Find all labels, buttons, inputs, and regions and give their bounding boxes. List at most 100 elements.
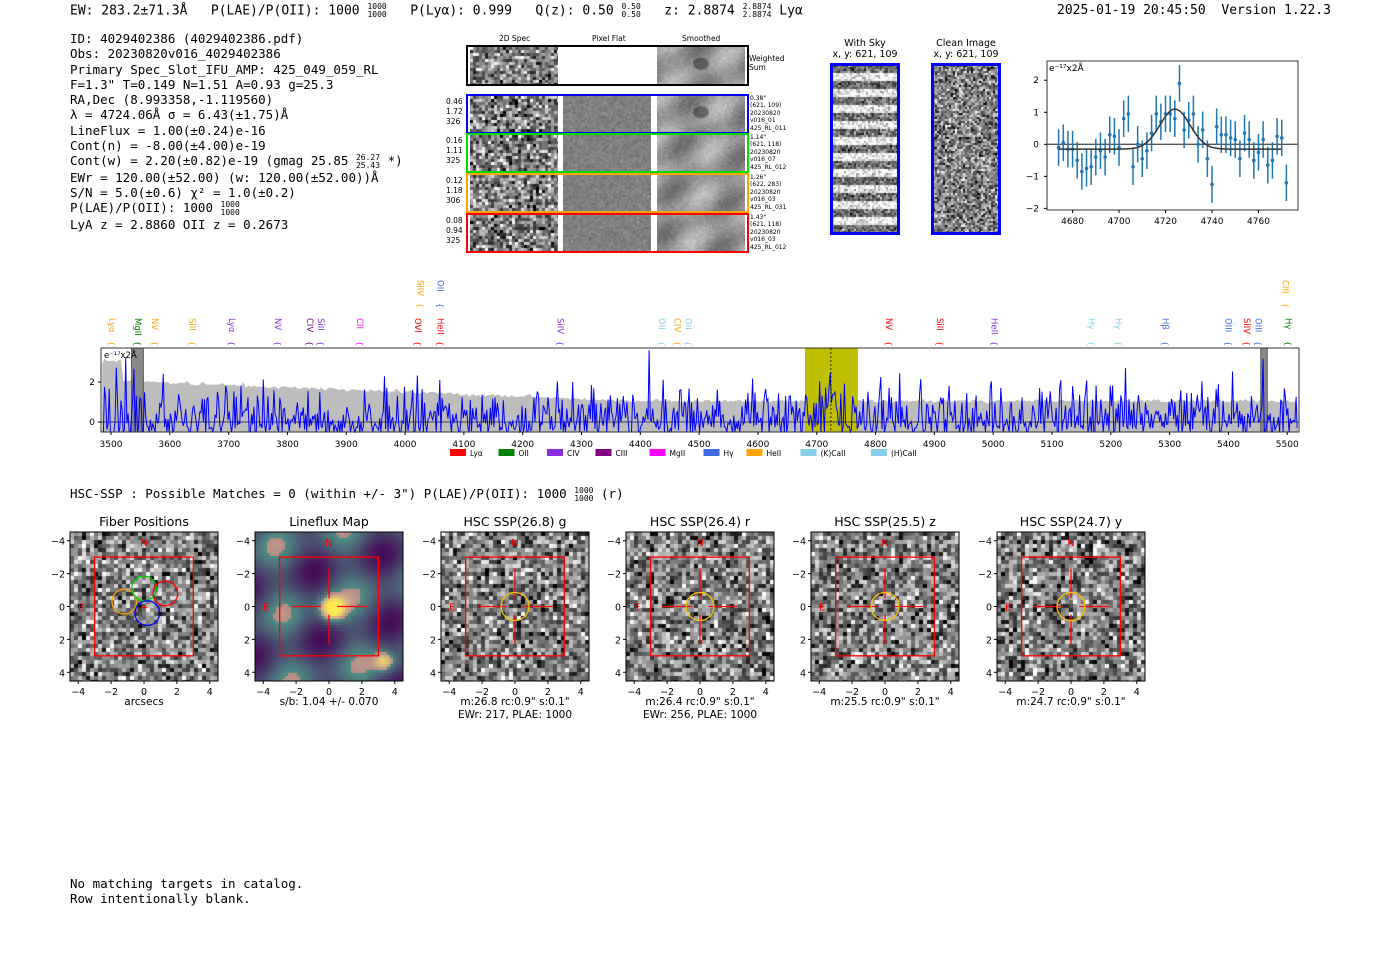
- fiber-meta-line: 1.26": [750, 174, 767, 181]
- spec2d-cutout: [470, 96, 558, 132]
- data-point: [1219, 132, 1224, 137]
- emission-line-label: NV: [883, 318, 893, 330]
- fiber-meta-line: 1.43": [750, 214, 767, 221]
- cutout-caption-line: arcsecs: [124, 696, 164, 708]
- fiber-row-frame: [466, 213, 749, 253]
- info-params: F=1.3" T=0.149 N=1.51 A=0.93 g=25.3: [70, 76, 334, 92]
- y-tick-label: 2: [89, 378, 95, 388]
- qz-lo: 0.50: [621, 10, 641, 19]
- emission-line-label: CII: [354, 318, 364, 329]
- fiber-circle: [111, 588, 138, 615]
- with-sky-image: [832, 65, 898, 233]
- legend-swatch: [703, 449, 720, 456]
- z-lo: 2.8874: [742, 10, 772, 19]
- legend-label: CIII: [616, 449, 628, 458]
- data-point: [1173, 116, 1177, 121]
- x-tick-label: 2: [545, 687, 551, 698]
- fiber-stat: 306: [446, 196, 461, 205]
- emission-line-marker: {: [1242, 341, 1251, 346]
- cutout-title: HSC SSP(25.5) z: [834, 514, 936, 529]
- fiber-stats: 0.16 1.11 325: [446, 136, 463, 166]
- fiber-meta-line: 425_RL_012: [750, 243, 787, 251]
- emission-line-marker: {: [150, 341, 159, 346]
- x-tick-label: 4720: [1154, 217, 1177, 227]
- col-header-pixelflat: Pixel Flat: [592, 34, 626, 43]
- emission-line-marker: {: [1280, 303, 1289, 308]
- x-tick-label: 2: [359, 687, 365, 698]
- fiber-stat: 325: [446, 236, 461, 245]
- info-lambda: λ = 4724.06Å σ = 6.43(±1.75)Å: [70, 107, 289, 123]
- x-tick-label: −4: [442, 687, 456, 698]
- emission-line-marker: {: [1160, 341, 1169, 346]
- y-tick-label: 1: [1033, 108, 1039, 118]
- fiber-stats: 0.12 1.18 306: [446, 176, 463, 206]
- emission-line-marker: {: [413, 341, 422, 346]
- header-meta: 2025-01-19 20:45:50 Version 1.22.3: [1057, 3, 1331, 18]
- fiber-meta-line: 425_RL_011: [750, 124, 787, 132]
- emission-line-label: SiII: [187, 318, 197, 331]
- y-tick-label: −4: [422, 537, 436, 548]
- x-tick-label: −2: [660, 687, 674, 698]
- fiber-meta-line: 20230820: [750, 228, 781, 236]
- x-tick-label: 5400: [1217, 440, 1240, 450]
- clean-image-title: Clean Image x, y: 621, 109: [921, 38, 1011, 60]
- emission-line-label: SiIV: [1241, 318, 1251, 334]
- data-point: [1084, 166, 1089, 171]
- data-point: [1126, 112, 1131, 116]
- legend-label: Lyα: [470, 449, 483, 458]
- y-tick-label: −2: [236, 570, 250, 581]
- x-tick-label: 4200: [511, 440, 534, 450]
- x-tick-label: 4680: [1061, 217, 1084, 227]
- y-tick-label: 2: [59, 635, 65, 646]
- fiber-meta-line: (621, 109): [750, 102, 782, 110]
- header-summary: EW: 283.2±71.3Å P(LAE)/P(OII): 1000 1000…: [70, 3, 803, 19]
- z-value: z: 2.8874: [664, 3, 735, 19]
- data-point: [1163, 112, 1168, 116]
- x-tick-label: 4700: [805, 440, 828, 450]
- aperture-circle: [685, 591, 715, 622]
- fiber-stat: 1.72: [446, 107, 463, 116]
- spec2d-cutout: [470, 47, 558, 84]
- fiber-stat: 326: [446, 117, 461, 126]
- emission-line-label: Hβ: [1159, 318, 1169, 330]
- y-tick-label: 0: [59, 603, 65, 614]
- x-tick-label: 4: [392, 687, 398, 698]
- data-point: [1075, 158, 1080, 163]
- cutout-frame: [996, 531, 1146, 682]
- fiber-stats: 0.46 1.72 326: [446, 97, 463, 127]
- gaussian-fit-curve: [1058, 108, 1282, 150]
- data-point: [1191, 112, 1196, 116]
- north-label: N: [325, 538, 332, 549]
- emission-line-marker: {: [989, 341, 998, 346]
- emission-line-label: Lyα: [106, 318, 116, 333]
- data-point: [1182, 128, 1186, 132]
- y-tick-label: −2: [978, 570, 992, 581]
- y-tick-label: −2: [422, 570, 436, 581]
- x-tick-label: 4100: [452, 440, 475, 450]
- x-tick-label: −2: [845, 687, 859, 698]
- search-box: [835, 556, 935, 657]
- data-point: [1228, 136, 1233, 140]
- plae-value: P(LAE)/P(OII): 1000: [210, 3, 360, 19]
- fiber-meta-line: v016_03: [750, 196, 776, 204]
- legend-label: HeII: [767, 449, 782, 458]
- data-point: [1275, 134, 1279, 139]
- error-envelope: [102, 358, 1298, 432]
- fiber-meta-line: v016_03: [750, 236, 776, 244]
- spec2d-cutout: [470, 135, 558, 171]
- emission-line-marker: {: [555, 341, 564, 346]
- cutout-caption: s/b: 1.04 +/- 0.070: [234, 696, 424, 709]
- emission-line-marker: {: [227, 341, 236, 346]
- legend-swatch: [498, 449, 515, 456]
- plae-lo: 1000: [367, 10, 387, 19]
- masked-region: [131, 347, 144, 433]
- cutout-frame: [810, 531, 960, 682]
- fiber-row-frame: [466, 133, 749, 173]
- data-point: [1233, 137, 1238, 142]
- info-contn: Cont(n) = -8.00(±4.00)e-19: [70, 138, 266, 154]
- search-box: [465, 556, 565, 657]
- emission-line-marker: {: [1113, 341, 1122, 346]
- search-box: [279, 556, 379, 657]
- legend-label: CIV: [567, 449, 580, 458]
- y-tick-label: 2: [986, 635, 992, 646]
